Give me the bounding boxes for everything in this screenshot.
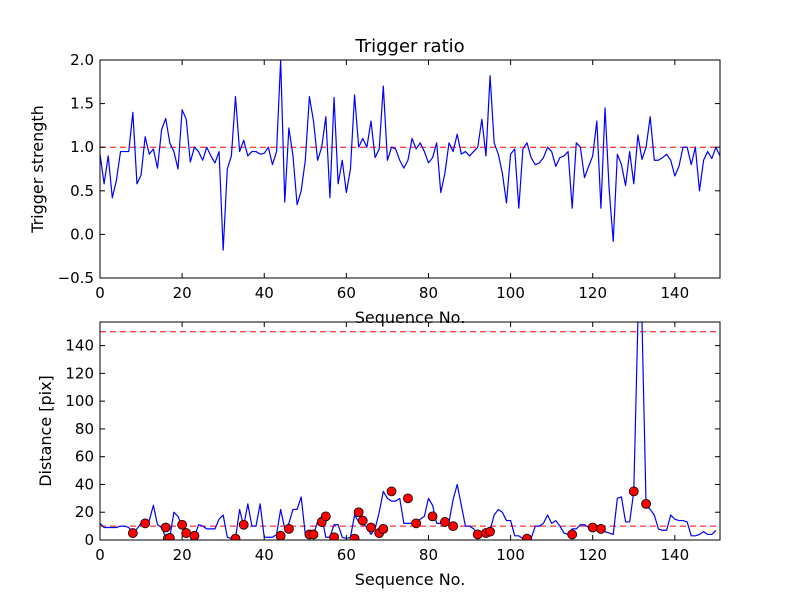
- flagged-point: [448, 521, 459, 532]
- y-tick-label: 140: [65, 337, 94, 355]
- flagged-point: [440, 517, 450, 527]
- bottom-axes: 0 20 40 60 80 100 120 140 0 20 40 60 80 100 120 140: [65, 322, 720, 564]
- flagged-point: [320, 511, 331, 522]
- x-tick-label: 80: [419, 546, 438, 564]
- flagged-point: [427, 511, 438, 522]
- x-tick-label: 20: [173, 284, 192, 302]
- y-tick-label: 100: [65, 392, 94, 410]
- flagged-point: [386, 486, 397, 497]
- y-tick-label: 0.5: [70, 182, 94, 200]
- series-line: [100, 60, 720, 251]
- chart-title: Trigger ratio: [354, 36, 464, 57]
- flagged-point: [329, 532, 339, 540]
- y-tick-label: 1.5: [70, 95, 94, 113]
- flagged-point: [485, 526, 495, 537]
- y-tick-label: 20: [75, 503, 94, 521]
- x-tick-label: 100: [496, 546, 525, 564]
- flagged-point: [641, 498, 651, 509]
- y-tick-label: 60: [75, 448, 94, 466]
- y-tick-label: 120: [65, 364, 94, 382]
- x-tick-label: 100: [496, 284, 525, 302]
- y-tick-label: 0: [84, 531, 94, 549]
- bottom-plot-frame: [99, 321, 721, 541]
- flagged-point: [308, 529, 319, 540]
- y-tick-label: 80: [75, 420, 94, 438]
- x-tick-label: 140: [661, 284, 690, 302]
- flagged-point: [140, 518, 151, 529]
- x-tick-label: 140: [661, 546, 690, 564]
- flagged-point: [472, 529, 483, 540]
- series-line: [100, 322, 717, 540]
- top-y-axis-label: Trigger strength: [28, 105, 47, 234]
- flagged-point: [522, 533, 532, 540]
- y-tick-label: 2.0: [70, 51, 94, 69]
- flagged-point: [587, 522, 598, 533]
- y-tick-label: 0.0: [70, 225, 94, 243]
- top-plot-frame: [99, 59, 721, 279]
- flagged-point: [164, 533, 175, 540]
- flagged-point: [349, 533, 360, 540]
- top-series: [100, 60, 720, 251]
- x-tick-label: 40: [255, 284, 274, 302]
- flagged-point: [378, 523, 389, 534]
- flagged-point: [628, 486, 639, 497]
- x-tick-label: 0: [95, 546, 105, 564]
- flagged-point: [283, 523, 294, 534]
- flagged-point: [357, 515, 368, 526]
- x-tick-label: 20: [173, 546, 192, 564]
- x-tick-label: 120: [578, 284, 607, 302]
- bottom-series: [100, 322, 717, 540]
- flagged-point: [567, 529, 578, 540]
- distance-chart: 0 20 40 60 80 100 120 140 0 20 40 60 80 100 120 140 Seq…: [36, 321, 721, 589]
- flagged-point: [403, 493, 413, 504]
- x-tick-label: 60: [337, 284, 356, 302]
- top-x-axis-label: Sequence No.: [355, 308, 466, 327]
- flagged-point: [411, 518, 422, 529]
- flagged-point: [596, 523, 606, 534]
- flagged-point: [353, 507, 364, 518]
- x-tick-label: 60: [337, 546, 356, 564]
- flagged-point: [181, 528, 192, 538]
- y-tick-label: −0.5: [58, 269, 94, 287]
- trigger-ratio-chart: Trigger ratio 0 20 40 60 80 100 120 140−0.50.00…: [28, 36, 721, 327]
- x-tick-label: 40: [255, 546, 274, 564]
- y-tick-label: 1.0: [70, 138, 94, 156]
- flagged-point: [160, 522, 171, 533]
- x-tick-label: 80: [419, 284, 438, 302]
- y-tick-label: 40: [75, 475, 94, 493]
- x-tick-label: 0: [95, 284, 105, 302]
- flagged-point: [177, 519, 188, 530]
- flagged-point: [366, 522, 376, 533]
- x-tick-label: 120: [578, 546, 607, 564]
- bottom-x-axis-label: Sequence No.: [355, 570, 466, 589]
- flagged-point: [189, 530, 200, 540]
- flagged-point: [275, 530, 286, 540]
- top-axes: 0 20 40 60 80 100 120 140 −0.5 0.0 0.5 1.0 1.5 2.0: [58, 51, 720, 302]
- flagged-point: [230, 533, 241, 540]
- bottom-y-axis-label: Distance [pix]: [36, 375, 55, 487]
- flagged-point: [127, 528, 138, 538]
- flagged-point: [238, 519, 249, 530]
